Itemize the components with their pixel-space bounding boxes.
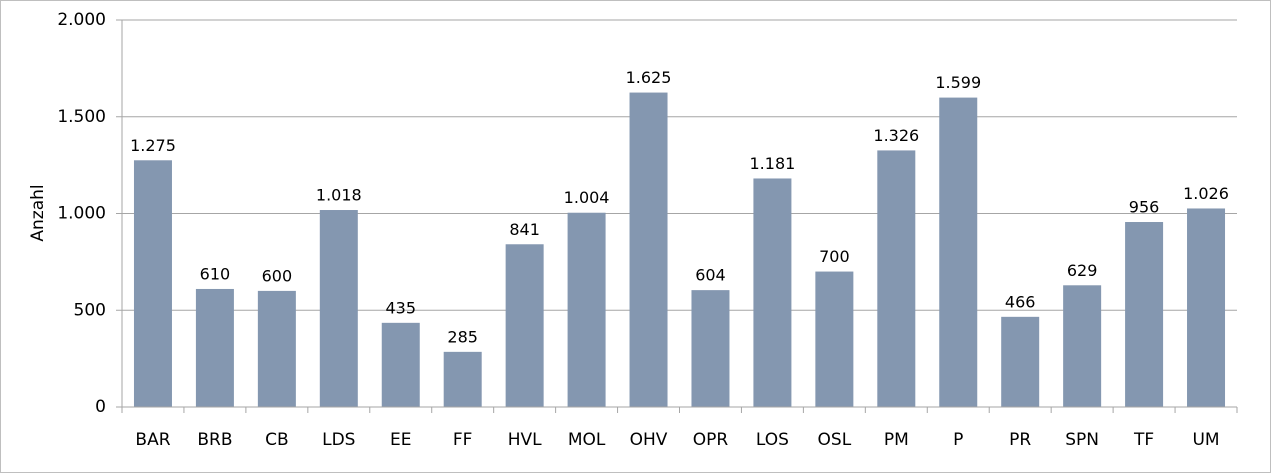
- x-tick-label: HVL: [508, 430, 542, 450]
- x-tick-label: LDS: [322, 430, 355, 450]
- x-tick-label: BAR: [135, 430, 170, 450]
- bar: [939, 97, 978, 407]
- x-tick-label: P: [953, 430, 963, 450]
- x-tick-label: CB: [265, 430, 289, 450]
- x-tick-label: PR: [1009, 430, 1031, 450]
- bar: [877, 150, 916, 407]
- y-axis-label: Anzahl: [28, 184, 48, 241]
- y-tick-label: 1.500: [57, 107, 106, 127]
- value-label: 1.181: [750, 154, 796, 173]
- bar: [319, 210, 358, 407]
- bar: [381, 322, 420, 407]
- y-tick-label: 0: [95, 397, 106, 417]
- bar: [815, 271, 854, 407]
- bar: [195, 288, 234, 407]
- x-tick-label: MOL: [568, 430, 606, 450]
- x-tick-label: OHV: [630, 430, 668, 450]
- value-label: 600: [262, 266, 293, 285]
- y-tick-label: 2.000: [57, 10, 106, 30]
- bar: [133, 160, 172, 407]
- x-tick-label: LOS: [756, 430, 789, 450]
- value-label: 629: [1067, 261, 1098, 280]
- value-label: 610: [200, 264, 231, 283]
- bar: [1187, 208, 1226, 407]
- bar: [629, 92, 668, 407]
- bar: [505, 244, 544, 407]
- bar: [257, 290, 296, 407]
- value-label: 1.004: [564, 188, 610, 207]
- value-label: 1.018: [316, 186, 362, 205]
- value-label: 841: [509, 220, 540, 239]
- bar: [1001, 316, 1040, 407]
- value-label: 285: [447, 327, 478, 346]
- value-label: 700: [819, 247, 850, 266]
- x-tick-label: EE: [390, 430, 411, 450]
- y-tick-label: 500: [74, 300, 106, 320]
- value-label: 604: [695, 266, 726, 285]
- bar: [443, 351, 482, 407]
- x-tick-label: PM: [884, 430, 909, 450]
- y-tick-label: 1.000: [57, 204, 106, 224]
- value-label: 466: [1005, 292, 1036, 311]
- bar: [1063, 285, 1102, 407]
- value-label: 1.026: [1183, 184, 1229, 203]
- bar: [1125, 222, 1164, 407]
- x-tick-label: BRB: [197, 430, 232, 450]
- x-tick-label: SPN: [1065, 430, 1099, 450]
- x-tick-label: OPR: [693, 430, 729, 450]
- value-label: 1.326: [873, 126, 919, 145]
- bar: [753, 178, 792, 407]
- bar: [691, 290, 730, 407]
- x-tick-label: FF: [453, 430, 473, 450]
- x-tick-label: TF: [1133, 430, 1154, 450]
- x-tick-label: OSL: [818, 430, 852, 450]
- value-label: 956: [1129, 198, 1160, 217]
- value-label: 435: [385, 298, 416, 317]
- x-tick-label: UM: [1192, 430, 1219, 450]
- value-label: 1.599: [935, 73, 981, 92]
- value-label: 1.625: [626, 68, 672, 87]
- value-label: 1.275: [130, 136, 176, 155]
- bar: [567, 212, 606, 407]
